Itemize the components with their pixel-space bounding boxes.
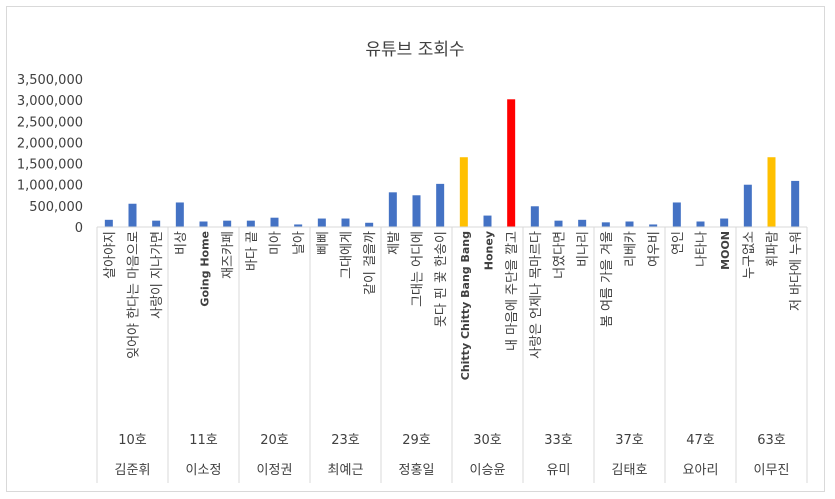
bar xyxy=(767,157,776,227)
bar xyxy=(341,218,350,227)
category-label: 그대는 어디에 xyxy=(411,231,426,307)
category-label: 누구없소 xyxy=(742,231,757,279)
bar xyxy=(743,184,752,227)
category-label: 내 마음에 주단을 깔고 xyxy=(505,231,520,351)
category-label: MOON xyxy=(719,231,732,270)
y-tick-label: 0 xyxy=(75,221,83,236)
episode-label: 23호 xyxy=(331,433,360,448)
episode-label: 29호 xyxy=(402,433,431,448)
category-label: Going Home xyxy=(199,231,212,307)
singer-label: 이정권 xyxy=(257,463,293,478)
bar xyxy=(601,222,610,227)
bar xyxy=(791,180,800,227)
singer-label: 요아리 xyxy=(683,463,719,478)
bars xyxy=(104,99,800,227)
bar xyxy=(530,206,539,227)
category-label: 바다 끝 xyxy=(245,231,260,271)
bar xyxy=(696,221,705,227)
category-label: 비상 xyxy=(174,231,189,255)
category-label: 같이 걸을까 xyxy=(363,231,378,295)
episode-label: 30호 xyxy=(473,433,502,448)
bar xyxy=(294,224,303,227)
chart-title: 유튜브 조회수 xyxy=(365,40,464,60)
episode-label: 20호 xyxy=(260,433,289,448)
category-label: 사랑은 언제나 목마르다 xyxy=(529,231,544,359)
episode-label: 10호 xyxy=(118,433,147,448)
bar xyxy=(152,220,161,227)
bar xyxy=(223,220,232,227)
bar xyxy=(175,202,184,227)
bar xyxy=(436,183,445,227)
episode-label: 47호 xyxy=(686,433,715,448)
bar xyxy=(388,192,397,227)
y-tick-label: 1,500,000 xyxy=(17,158,83,173)
bar xyxy=(672,202,681,227)
category-label: 그대에게 xyxy=(340,231,355,279)
bar xyxy=(554,220,563,227)
category-label: 저 바다에 누워 xyxy=(789,231,804,311)
bar xyxy=(412,195,421,227)
category-label: 못다 핀 꽃 한송이 xyxy=(434,231,449,327)
category-label: Honey xyxy=(483,231,496,270)
category-label: 재즈카페 xyxy=(221,231,236,279)
singer-label: 김준휘 xyxy=(115,463,151,478)
category-label: 연인 xyxy=(671,231,686,255)
y-tick-label: 2,500,000 xyxy=(17,115,83,130)
episode-label: 33호 xyxy=(544,433,573,448)
category-label: 비나리 xyxy=(576,231,591,267)
y-tick-label: 3,500,000 xyxy=(17,73,83,88)
episode-label: 11호 xyxy=(189,433,218,448)
category-label: 미아 xyxy=(269,231,284,255)
category-label: 봄 여름 가을 겨울 xyxy=(600,231,615,327)
singer-label: 김태호 xyxy=(612,463,648,478)
y-tick-label: 3,000,000 xyxy=(17,94,83,109)
category-label: 너였다면 xyxy=(553,231,568,279)
singer-label: 이승윤 xyxy=(470,463,506,478)
y-tick-label: 1,000,000 xyxy=(17,179,83,194)
bar xyxy=(270,217,279,227)
chart-frame: 유튜브 조회수 0 500,000 1,000,000 1,500,000 2,000,… xyxy=(6,6,825,492)
bar xyxy=(483,215,492,227)
bar xyxy=(246,220,255,227)
bar xyxy=(199,221,208,227)
category-label: 리베카 xyxy=(624,231,639,267)
y-axis: 0 500,000 1,000,000 1,500,000 2,000,000 2,500… xyxy=(17,73,83,236)
y-tick-label: 2,000,000 xyxy=(17,136,83,151)
episode-label: 63호 xyxy=(757,433,786,448)
category-label: 잊어야 한다는 마음으로 xyxy=(127,231,142,359)
singer-label: 정홍일 xyxy=(399,463,435,478)
bar xyxy=(720,218,729,227)
episode-label: 37호 xyxy=(615,433,644,448)
category-label: 여우비 xyxy=(647,231,662,267)
bar xyxy=(578,219,587,227)
category-label: 휘파람 xyxy=(766,231,781,267)
category-label: 사랑이 지나가면 xyxy=(150,231,165,319)
bar xyxy=(625,221,634,227)
singer-label: 이무진 xyxy=(754,463,790,478)
category-label: 날아 xyxy=(292,231,307,255)
category-label: 삐삐 xyxy=(316,231,331,255)
singer-label: 이소정 xyxy=(186,463,222,478)
y-tick-label: 500,000 xyxy=(29,200,83,215)
bar xyxy=(365,222,374,227)
singer-label: 최예근 xyxy=(328,463,364,478)
category-label: 살아야지 xyxy=(103,231,118,279)
chart-canvas: 유튜브 조회수 0 500,000 1,000,000 1,500,000 2,000,… xyxy=(17,40,808,483)
category-label: 제발 xyxy=(387,231,402,255)
category-label: 나타나 xyxy=(695,231,710,267)
bar xyxy=(317,218,326,227)
singer-label: 유미 xyxy=(547,463,571,478)
bar xyxy=(459,157,468,227)
bar xyxy=(128,203,137,227)
category-label: Chitty Chitty Bang Bang xyxy=(459,231,472,380)
bar xyxy=(649,224,658,227)
bar xyxy=(104,219,113,227)
bar xyxy=(507,99,516,227)
